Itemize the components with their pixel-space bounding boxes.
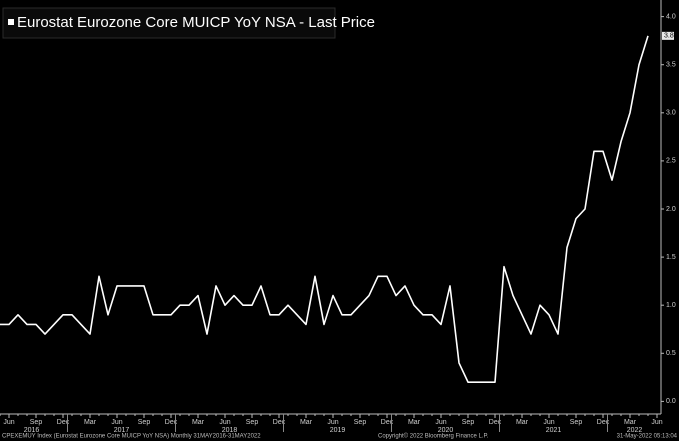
x-group-label: 2019 bbox=[330, 427, 346, 434]
x-tick-label: Sep bbox=[246, 419, 259, 426]
x-tick-label: Jun bbox=[435, 419, 446, 426]
x-tick-label: Jun bbox=[111, 419, 122, 426]
y-tick-label: 2.5 bbox=[666, 158, 676, 165]
x-group-label: 2020 bbox=[438, 427, 454, 434]
x-tick-label: Sep bbox=[138, 419, 151, 426]
y-tick-label: 0.5 bbox=[666, 350, 676, 357]
x-tick-label: Jun bbox=[3, 419, 14, 426]
x-tick-label: Mar bbox=[408, 419, 421, 426]
x-group-label: 2022 bbox=[627, 427, 643, 434]
legend-swatch bbox=[8, 19, 14, 25]
y-tick-label: 3.0 bbox=[666, 110, 676, 117]
x-group-label: 2017 bbox=[114, 427, 130, 434]
x-tick-label: Dec bbox=[381, 419, 394, 426]
x-tick-label: Dec bbox=[597, 419, 610, 426]
x-group-label: 2018 bbox=[222, 427, 238, 434]
title-box bbox=[2, 7, 336, 39]
x-tick-label: Dec bbox=[57, 419, 70, 426]
footer-right: 31-May-2022 05:13:04 bbox=[617, 434, 678, 440]
data-line bbox=[0, 35, 649, 383]
x-tick-label: Jun bbox=[543, 419, 554, 426]
x-tick-label: Sep bbox=[354, 419, 367, 426]
chart-title: Eurostat Eurozone Core MUICP YoY NSA - L… bbox=[17, 14, 375, 31]
x-tick-label: Jun bbox=[219, 419, 230, 426]
footer-center: Copyright© 2022 Bloomberg Finance L.P. bbox=[378, 433, 489, 440]
x-tick-label: Jun bbox=[327, 419, 338, 426]
x-tick-label: Mar bbox=[300, 419, 313, 426]
x-tick-label: Jun bbox=[651, 419, 662, 426]
x-tick-label: Sep bbox=[570, 419, 583, 426]
x-group-label: 2021 bbox=[546, 427, 562, 434]
y-tick-label: 1.0 bbox=[666, 302, 676, 309]
y-tick-label: 4.0 bbox=[666, 13, 676, 20]
y-tick-label: 0.0 bbox=[666, 398, 676, 405]
x-tick-label: Sep bbox=[462, 419, 475, 426]
footer-left: CPEXEMUY Index (Eurostat Eurozone Core M… bbox=[2, 434, 261, 440]
x-tick-label: Mar bbox=[192, 419, 205, 426]
y-tick-label: 2.0 bbox=[666, 206, 676, 213]
last-price-label: 3.8 bbox=[664, 33, 674, 40]
x-tick-label: Mar bbox=[624, 419, 637, 426]
last-price-box bbox=[662, 31, 674, 40]
x-tick-label: Mar bbox=[84, 419, 97, 426]
x-group-label: 2016 bbox=[24, 427, 40, 434]
x-tick-label: Dec bbox=[165, 419, 178, 426]
y-tick-label: 3.5 bbox=[666, 62, 676, 69]
x-tick-label: Dec bbox=[489, 419, 502, 426]
x-tick-label: Dec bbox=[273, 419, 286, 426]
y-tick-label: 1.5 bbox=[666, 254, 676, 261]
x-tick-label: Sep bbox=[30, 419, 43, 426]
x-tick-label: Mar bbox=[516, 419, 529, 426]
